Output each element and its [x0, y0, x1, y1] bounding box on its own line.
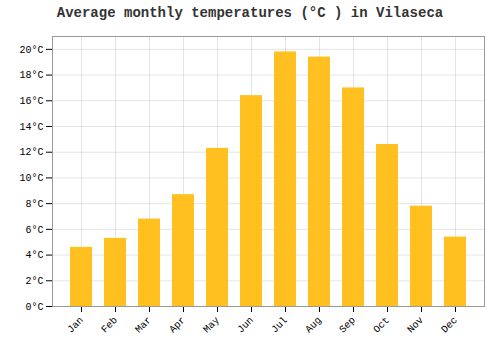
svg-text:10°C: 10°C — [19, 173, 43, 184]
svg-text:8°C: 8°C — [25, 199, 43, 210]
svg-text:Jul: Jul — [269, 315, 290, 336]
svg-text:Oct: Oct — [371, 315, 392, 336]
svg-text:4°C: 4°C — [25, 250, 43, 261]
svg-text:Jun: Jun — [235, 315, 256, 336]
html-text:Average monthly temperatures (: Average monthly temperatures (°C ) in Vi… — [56, 5, 444, 21]
svg-text:Nov: Nov — [405, 315, 426, 336]
svg-text:14°C: 14°C — [19, 122, 43, 133]
svg-text:Jan: Jan — [65, 315, 86, 336]
svg-text:Aug: Aug — [303, 315, 324, 336]
svg-text:0°C: 0°C — [25, 302, 43, 313]
svg-text:16°C: 16°C — [19, 96, 43, 107]
svg-text:18°C: 18°C — [19, 70, 43, 81]
svg-text:Mar: Mar — [133, 315, 154, 336]
svg-text:Sep: Sep — [337, 315, 358, 336]
svg-text:Feb: Feb — [99, 315, 120, 336]
svg-text:6°C: 6°C — [25, 225, 43, 236]
svg-text:Apr: Apr — [167, 315, 188, 336]
svg-text:May: May — [201, 315, 222, 336]
svg-text:2°C: 2°C — [25, 276, 43, 287]
svg-text:12°C: 12°C — [19, 147, 43, 158]
svg-text:20°C: 20°C — [19, 45, 43, 56]
svg-text:Dec: Dec — [439, 315, 460, 336]
